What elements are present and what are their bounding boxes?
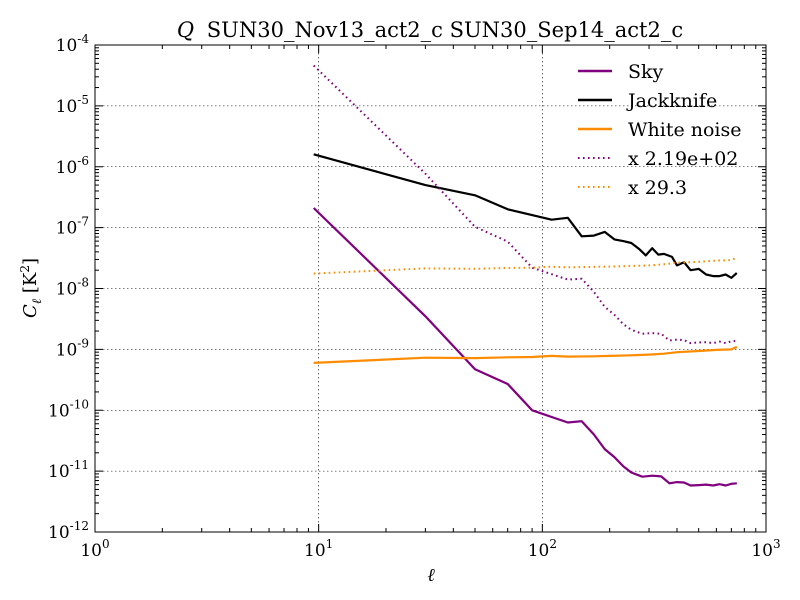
tick-marks [94,44,767,533]
y-tick-label: 10-5 [56,93,89,117]
y-tick-label-base: 10 [56,97,78,117]
chart-title-prefix: Q [177,18,194,42]
y-tick-label-base: 10 [56,219,78,239]
series-line-0 [312,207,737,487]
x-tick-label-exponent: 0 [102,537,110,551]
y-tick-label: 10-8 [56,276,89,300]
chart-title: Q SUN30_Nov13_act2_c SUN30_Sep14_act2_c [177,18,683,42]
x-tick-label-base: 10 [80,541,102,561]
y-tick-label: 10-9 [56,336,89,360]
y-tick-label: 10-11 [48,458,89,482]
x-tick-label: 100 [80,537,109,561]
y-axis-label-subscript: ℓ [30,298,45,304]
chart-title-rest: SUN30_Nov13_act2_c SUN30_Sep14_act2_c [207,18,683,42]
y-tick-label-exponent: -9 [77,336,89,350]
x-tick-label-base: 10 [751,541,773,561]
y-tick-label: 10-4 [56,32,90,56]
y-tick-label: 10-7 [56,215,89,239]
legend-label-0: Sky [628,61,664,83]
x-tick-label: 103 [751,537,780,561]
y-tick-label-base: 10 [56,158,78,178]
y-axis-label: Cℓ [K2] [18,258,45,318]
y-tick-label-exponent: -10 [70,397,89,411]
series-line-1 [313,153,738,279]
x-tick-label-exponent: 1 [326,537,334,551]
y-tick-label-exponent: -4 [77,32,89,46]
legend-label-3: x 2.19e+02 [628,148,738,170]
x-tick-label-base: 10 [304,541,326,561]
y-tick-label-base: 10 [48,401,70,421]
series-line-2 [313,345,738,364]
x-axis-label: ℓ [427,565,435,586]
y-axis-label-unit-end: ] [20,258,41,265]
y-tick-label-exponent: -7 [77,215,89,229]
y-tick-label-base: 10 [48,462,70,482]
x-tick-label: 101 [304,537,333,561]
y-tick-label: 10-12 [48,519,89,543]
grid [95,45,766,532]
y-axis-label-superscript: 2 [18,265,32,273]
y-tick-label-base: 10 [48,523,70,543]
y-tick-label: 10-6 [56,154,89,178]
legend-label-2: White noise [628,119,742,141]
y-tick-label-exponent: -6 [77,154,89,168]
legend: Sky Jackknife White noise x 2.19e+02 x 29.3 [578,61,742,199]
x-tick-label-base: 10 [528,541,550,561]
legend-label-1: Jackknife [626,90,717,112]
y-tick-label: 10-10 [48,397,89,421]
y-tick-label-exponent: -8 [77,276,89,290]
series-line-4 [313,256,738,275]
y-tick-label-base: 10 [56,340,78,360]
y-axis-label-unit: [K [20,272,41,299]
y-tick-label-exponent: -11 [70,458,89,472]
y-axis-label-symbol: C [20,304,41,318]
y-tick-label-base: 10 [56,36,78,56]
x-tick-label-exponent: 3 [773,537,781,551]
y-tick-label-exponent: -12 [70,519,89,533]
y-tick-label-exponent: -5 [77,93,89,107]
y-tick-label-base: 10 [56,280,78,300]
series-lines [312,64,738,487]
legend-label-4: x 29.3 [628,177,687,199]
x-tick-label: 102 [528,537,557,561]
x-tick-labels: 100 101 102 103 [80,537,780,561]
x-tick-label-exponent: 2 [549,537,557,551]
series-line-3 [313,64,737,345]
